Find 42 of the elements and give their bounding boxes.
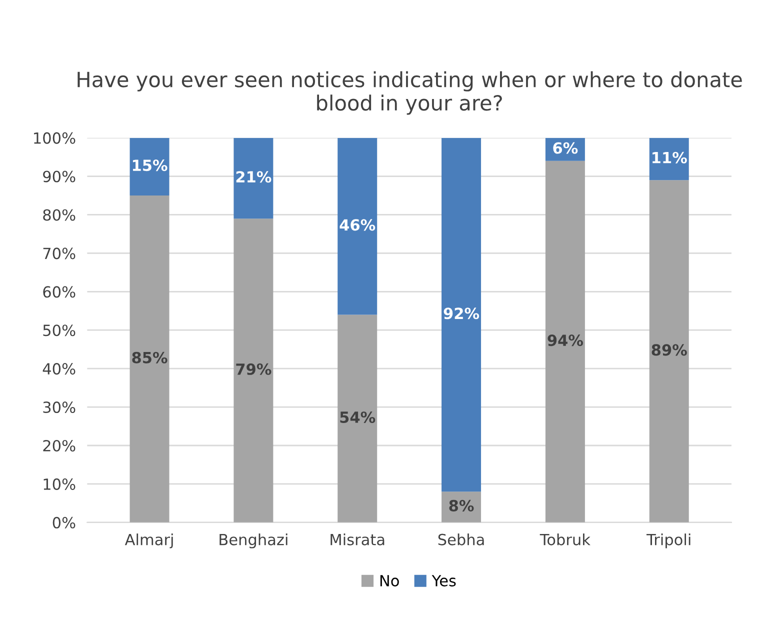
data-label: 54% <box>340 411 376 424</box>
y-tick-label: 10% <box>44 478 76 490</box>
data-label: 92% <box>444 308 480 320</box>
y-tick-label: 20% <box>43 440 76 452</box>
data-label: 11% <box>652 152 687 164</box>
bar <box>649 138 689 180</box>
x-tick-label: Misrata <box>330 534 384 546</box>
y-tick-label: 30% <box>43 402 76 414</box>
bar <box>442 138 482 492</box>
bar <box>130 138 170 196</box>
data-label: 79% <box>236 363 272 375</box>
y-tick-label: 90% <box>43 170 76 182</box>
bar <box>649 180 689 522</box>
x-tick-label: Sebha <box>438 534 484 546</box>
chart-title: Have you ever seen notices indicating when or where to donate blood in your are? <box>78 71 742 115</box>
bar <box>234 218 274 522</box>
data-label: 94% <box>548 334 583 346</box>
bar <box>338 314 378 522</box>
data-label: 15% <box>132 160 168 172</box>
data-label: 85% <box>132 352 168 364</box>
legend-label: Yes <box>432 575 456 586</box>
y-tick-label: 0% <box>52 516 76 528</box>
data-label: 46% <box>340 219 376 231</box>
x-tick-label: Tripoli <box>646 534 690 548</box>
y-tick-label: 80% <box>43 209 76 221</box>
y-tick-label: 70% <box>43 248 76 260</box>
x-tick-label: Tobruk <box>540 534 590 546</box>
x-tick-label: Almarj <box>124 534 173 548</box>
y-tick-label: 60% <box>43 286 76 298</box>
data-label: 8% <box>449 500 474 512</box>
legend-label: No <box>380 575 399 586</box>
data-label: 89% <box>652 344 687 356</box>
data-label: 6% <box>553 142 578 154</box>
data-label: 21% <box>236 171 272 183</box>
y-tick-label: 100% <box>34 132 76 144</box>
bar <box>130 196 170 522</box>
bar <box>545 160 585 522</box>
x-tick-label: Benghazi <box>220 534 288 548</box>
y-tick-label: 40% <box>42 363 76 375</box>
y-tick-label: 50% <box>43 324 76 336</box>
bar <box>338 138 378 315</box>
bar <box>234 138 274 219</box>
